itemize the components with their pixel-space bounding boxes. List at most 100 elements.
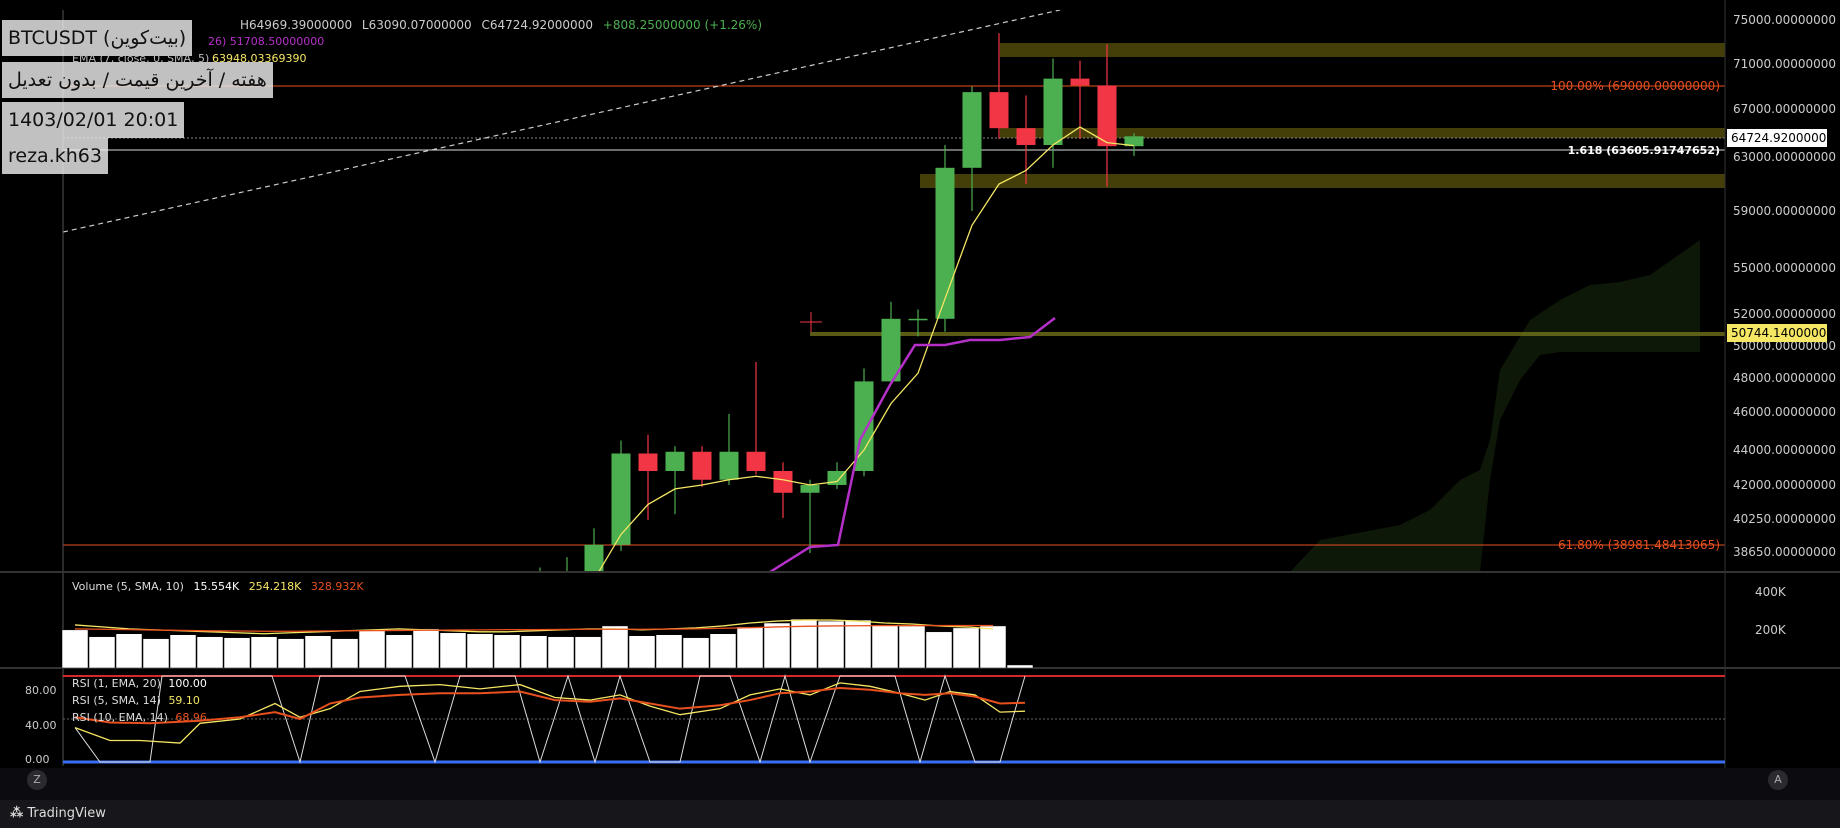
nav-right-button[interactable]: A [1768,770,1788,790]
price-tick-label: 55000.00000000 [1733,261,1836,275]
volume-v3: 328.932K [310,580,364,593]
candle-down [746,451,766,471]
volume-bar [655,634,683,669]
indicator-ema-label: EMA (7, close, 0, SMA, 5) [72,52,210,65]
price-tick-label: 40250.00000000 [1733,512,1836,526]
ohlc-readout: H64969.39000000 L63090.07000000 C64724.9… [240,18,768,32]
price-tick-label: 50000.00000000 [1733,339,1836,353]
volume-v1: 15.554K [193,580,240,593]
rsi3-label: RSI (10, EMA, 14) 68.96 [72,711,207,724]
volume-tick-label: 400K [1755,585,1787,599]
rsi-tick-label: 40.00 [25,719,57,732]
ohlc-change: +808.25000000 (+1.26%) [602,18,763,32]
volume-bar [169,634,197,669]
volume-bar [304,635,332,669]
volume-bar [979,625,1007,669]
volume-bar [142,638,170,669]
candle-down [1070,78,1090,86]
tv-logo-icon: ⁂ [10,806,24,821]
volume-label: Volume (5, SMA, 10) 15.554K 254.218K 328… [72,580,364,593]
tradingview-brand[interactable]: ⁂ TradingView [10,806,106,821]
price-tick-label: 44000.00000000 [1733,443,1836,457]
candle-up [962,92,982,168]
volume-bar [466,633,494,669]
interval-label: هفته / آخرین قیمت / بدون تعدیل [2,62,273,98]
price-tick-label: 38650.00000000 [1733,545,1836,559]
volume-bar [412,628,440,669]
volume-bar [898,625,926,669]
marked-price-tag [1727,324,1827,342]
rsi1-line [74,674,1026,764]
marked-level-zone [810,332,1725,336]
nav-left-button[interactable]: Z [27,770,47,790]
candle-up [881,318,901,382]
footer: ⁂ TradingView [0,800,1840,828]
rsi2-title: RSI (5, SMA, 14) [72,694,161,707]
volume-ma-fast [74,619,994,635]
author-label: reza.kh63 [2,138,108,174]
candle-up [800,485,820,493]
price-tick-label: 52000.00000000 [1733,307,1836,321]
volume-bar [547,636,575,669]
candle-up [719,451,739,480]
volume-bar [628,635,656,669]
indicator-kijun-readout: 26) 51708.50000000 [208,35,325,48]
candle-up [908,318,928,321]
rsi-tick-label: 0.00 [25,753,50,766]
volume-ma-slow [74,624,993,632]
symbol-label: BTCUSDT (بیت‌کوین) [2,20,193,56]
volume-bar [763,622,791,669]
fib-100-label: 100.00% (69000.00000000) [1550,79,1720,93]
price-tick-label: 59000.00000000 [1733,204,1836,218]
volume-bar [250,636,278,669]
volume-bar [844,619,872,669]
volume-bar [736,626,764,669]
ichimoku-cloud [1290,240,1700,572]
kijun-line [769,317,1056,572]
mid-zone [1000,128,1725,138]
candle-down [989,92,1009,129]
rsi3-value: 68.96 [175,711,207,724]
candle-up [584,544,604,572]
rsi1-label: RSI (1, EMA, 20) 100.00 [72,677,207,690]
price-tick-label: 46000.00000000 [1733,405,1836,419]
support-zone [920,174,1725,188]
volume-v2: 254.218K [248,580,302,593]
rsi3-line [74,687,1026,725]
current-price-text: 64724.92000000 [1731,131,1834,145]
rsi1-title: RSI (1, EMA, 20) [72,677,161,690]
rsi2-value: 59.10 [168,694,200,707]
fib-1618-label: 1.618 (63605.91747652) [1568,144,1720,157]
candle-up [611,453,631,545]
ohlc-low: L63090.07000000 [361,18,472,32]
volume-title: Volume (5, SMA, 10) [72,580,184,593]
marked-price-text: 50744.14000000 [1731,326,1834,340]
volume-bar [925,631,953,669]
resistance-zone [1000,43,1725,57]
candle-up [1043,78,1063,145]
volume-bar [88,636,116,669]
time-axis-bar: Z A [0,768,1840,800]
candle-up [558,578,577,582]
volume-bar [574,636,602,669]
volume-bar [952,627,980,669]
candle-down [692,451,712,480]
main-pane: 100.00% (69000.00000000) 1.618 (63605.917… [63,10,1725,582]
volume-bar [385,634,413,669]
candle-up [665,451,685,471]
ema-line [597,126,1135,572]
rsi2-label: RSI (5, SMA, 14) 59.10 [72,694,200,707]
volume-bar [331,638,359,669]
rsi1-value: 100.00 [168,677,207,690]
current-price-tag [1727,129,1827,147]
volume-bar [439,632,467,669]
candle-up [1124,136,1144,147]
volume-bar [223,637,251,669]
volume-bar [1006,664,1034,669]
price-tick-label: 67000.00000000 [1733,102,1836,116]
price-tick-label: 71000.00000000 [1733,57,1836,71]
volume-bar [682,637,710,669]
candle-down [773,471,793,493]
price-tick-label: 63000.00000000 [1733,150,1836,164]
